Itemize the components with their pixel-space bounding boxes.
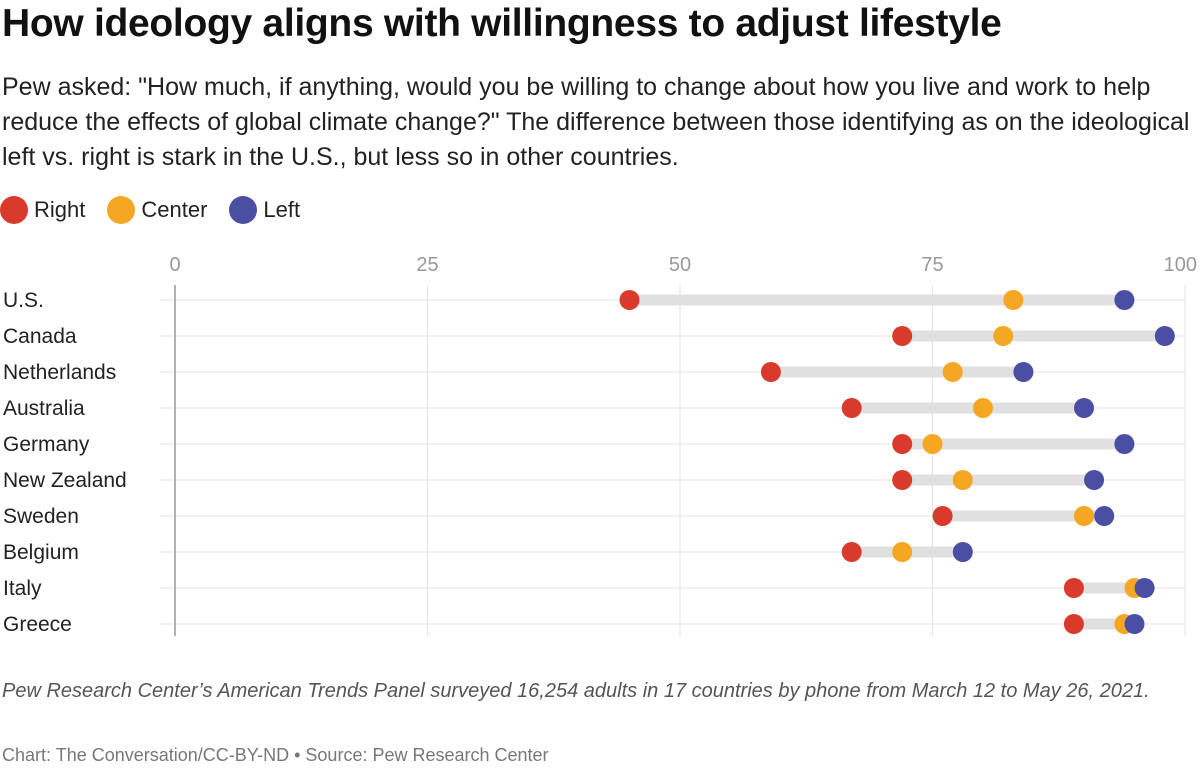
dot-left: [1074, 398, 1094, 418]
category-label: Sweden: [3, 505, 79, 528]
legend: Right Center Left: [0, 196, 322, 224]
dot-center: [1003, 290, 1024, 310]
legend-item-center: Center: [107, 196, 207, 224]
dot-right: [892, 326, 913, 346]
category-label: U.S.: [3, 289, 44, 312]
dot-range-chart: 0 25 50 75 100 U.S. Canada Netherlands Australia…: [3, 254, 1197, 636]
dot-left: [1154, 326, 1175, 346]
dot-center: [892, 542, 913, 562]
legend-swatch-right: [0, 196, 28, 224]
x-tick-label: 100: [1164, 254, 1197, 276]
category-label: Canada: [3, 325, 77, 348]
category-label: Greece: [3, 613, 72, 636]
category-label: Germany: [3, 433, 90, 456]
dot-right: [841, 542, 862, 562]
dot-left: [1134, 578, 1155, 598]
category-label: Netherlands: [3, 361, 116, 384]
dot-center: [942, 362, 963, 382]
dot-right: [892, 470, 913, 490]
dot-left: [1084, 470, 1105, 490]
dot-right: [1063, 614, 1084, 634]
chart-subtitle: Pew asked: "How much, if anything, would…: [2, 73, 1190, 171]
chart-credit: Chart: The Conversation/CC-BY-ND • Sourc…: [2, 745, 549, 765]
dot-right: [892, 434, 913, 454]
legend-swatch-center: [107, 196, 136, 224]
dot-left: [1114, 434, 1135, 454]
dot-left: [1094, 506, 1115, 526]
dot-center: [952, 470, 973, 490]
x-tick-label: 0: [169, 254, 180, 276]
dot-right: [619, 290, 640, 310]
dot-left: [952, 542, 973, 562]
dot-right: [841, 398, 862, 418]
dot-left: [1013, 362, 1034, 382]
category-label: New Zealand: [3, 469, 127, 492]
legend-label-left: Left: [263, 197, 301, 222]
chart-title: How ideology aligns with willingness to …: [2, 2, 1002, 45]
dot-center: [1074, 506, 1094, 526]
category-label: Italy: [3, 577, 42, 600]
dot-left: [1124, 614, 1145, 634]
legend-label-right: Right: [34, 197, 86, 222]
legend-item-right: Right: [0, 196, 85, 224]
dot-left: [1114, 290, 1135, 310]
legend-swatch-left: [229, 196, 258, 224]
legend-item-left: Left: [229, 196, 300, 224]
category-label: Belgium: [3, 541, 79, 564]
chart-notes: Pew Research Center’s American Trends Pa…: [2, 680, 1150, 702]
dot-center: [973, 398, 993, 418]
category-label: Australia: [3, 397, 85, 420]
dot-right: [1063, 578, 1084, 598]
x-tick-label: 75: [921, 254, 943, 276]
dot-center: [922, 434, 943, 454]
dot-right: [760, 362, 781, 382]
x-tick-label: 50: [669, 254, 691, 276]
dot-right: [932, 506, 953, 526]
dot-center: [993, 326, 1014, 346]
legend-label-center: Center: [141, 197, 208, 222]
x-tick-label: 25: [416, 254, 438, 276]
